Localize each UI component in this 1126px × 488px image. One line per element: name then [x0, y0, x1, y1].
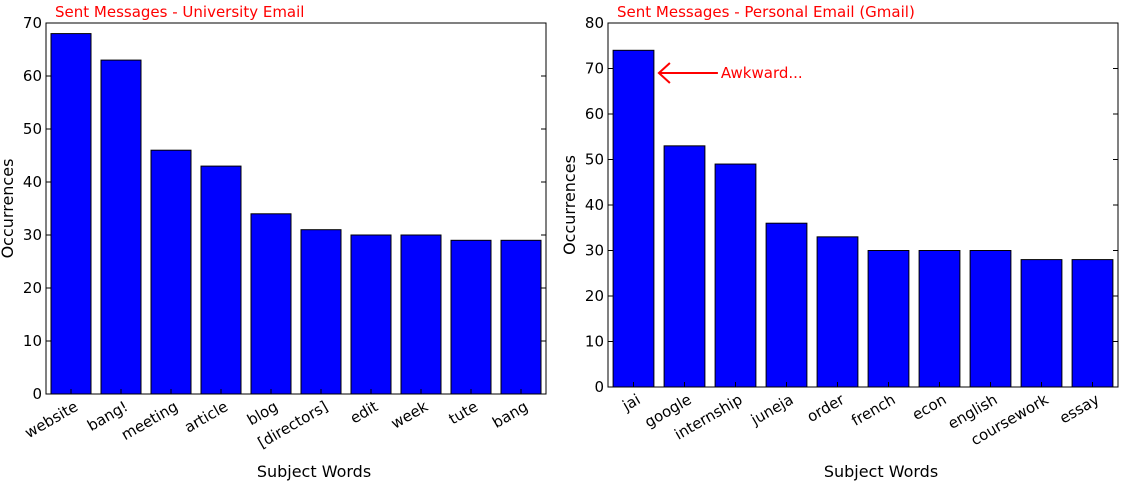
- y-tick-label: 80: [585, 14, 604, 32]
- y-tick-label: 30: [23, 226, 42, 244]
- chart-title: Sent Messages - University Email: [55, 3, 304, 21]
- x-tick-label: website: [22, 397, 81, 442]
- bar-tute: [450, 239, 492, 395]
- y-tick-label: 60: [23, 67, 42, 85]
- y-tick-label: 10: [585, 333, 604, 351]
- x-tick-label: order: [804, 390, 848, 426]
- y-tick-label: 70: [585, 60, 604, 78]
- right-chart: Sent Messages - Personal Email (Gmail) 0 1…: [560, 3, 1119, 481]
- y-tick-label: 20: [585, 287, 604, 305]
- x-tick-label: bang: [489, 397, 531, 431]
- bar-website: [50, 33, 92, 395]
- y-tick-label: 60: [585, 105, 604, 123]
- bar-article: [200, 165, 242, 395]
- bar-econ: [918, 250, 961, 388]
- bar-bang: [100, 59, 142, 395]
- x-tick-label: week: [388, 397, 431, 432]
- y-axis-label: Occurrences: [560, 155, 579, 255]
- y-tick-label: 10: [23, 332, 42, 350]
- x-tick-label: juneja: [747, 390, 797, 429]
- y-tick-label: 50: [23, 120, 42, 138]
- y-tick-label: 40: [23, 173, 42, 191]
- x-tick-label: econ: [909, 390, 949, 424]
- x-tick-label: jai: [618, 390, 643, 415]
- bar-french: [867, 250, 910, 388]
- left-chart: Sent Messages - University Email 0 10 20 30 4…: [0, 3, 547, 481]
- x-tick-label: meeting: [118, 397, 181, 444]
- x-tick-label: essay: [1056, 390, 1102, 427]
- y-tick-label: 20: [23, 279, 42, 297]
- bar-juneja: [765, 222, 808, 388]
- y-tick-label: 0: [32, 385, 42, 403]
- bar-bang: [500, 239, 542, 395]
- bar-edit: [350, 234, 392, 395]
- x-tick-label: article: [181, 397, 231, 436]
- chart-title: Sent Messages - Personal Email (Gmail): [617, 3, 915, 21]
- x-axis-label: Subject Words: [257, 462, 371, 481]
- bar-essay: [1071, 259, 1114, 388]
- annotation-text: Awkward...: [721, 64, 803, 82]
- bar-jai: [612, 49, 655, 388]
- bar-blog: [250, 213, 292, 395]
- x-tick-label: edit: [347, 397, 381, 427]
- bar-directors: [300, 229, 342, 395]
- bar-internship: [714, 163, 757, 388]
- bar-english: [969, 250, 1012, 388]
- annotation-arrow-head: [657, 62, 671, 84]
- y-tick-label: 40: [585, 196, 604, 214]
- bar-week: [400, 234, 442, 395]
- y-tick-label: 30: [585, 242, 604, 260]
- bar-order: [816, 236, 859, 388]
- y-tick-label: 50: [585, 151, 604, 169]
- x-tick-label: tute: [446, 397, 481, 428]
- axes-frame: [45, 22, 547, 395]
- y-tick-label: 70: [23, 14, 42, 32]
- x-tick-label: french: [848, 390, 898, 429]
- bar-meeting: [150, 149, 192, 395]
- y-tick-label: 0: [594, 378, 604, 396]
- bar-google: [663, 145, 706, 388]
- y-axis-label: Occurrences: [0, 159, 17, 259]
- x-axis-label: Subject Words: [824, 462, 938, 481]
- bar-coursework: [1020, 259, 1063, 388]
